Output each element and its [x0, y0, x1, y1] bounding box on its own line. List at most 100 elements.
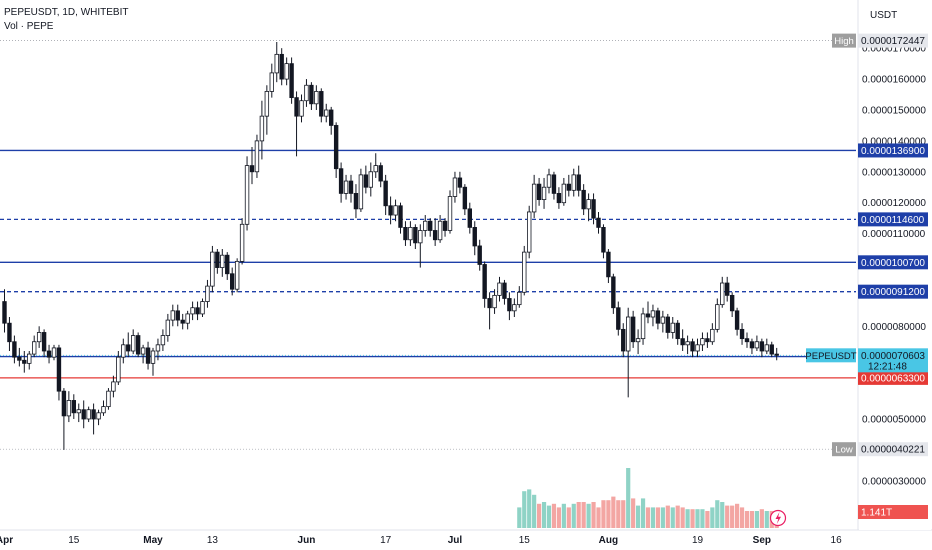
candle — [601, 224, 606, 259]
candle — [566, 174, 571, 197]
volume-bar — [710, 507, 715, 528]
x-tick-label: 13 — [207, 535, 219, 546]
volume-bar — [690, 509, 695, 528]
candle-body — [309, 84, 314, 105]
x-tick-label: Jun — [298, 535, 316, 546]
candle — [363, 165, 369, 194]
candle — [264, 85, 270, 135]
candle-body — [507, 298, 512, 312]
candle — [482, 261, 487, 308]
candle — [304, 79, 309, 107]
candle-body — [611, 276, 616, 309]
candle — [423, 215, 428, 237]
candle-body — [2, 301, 7, 324]
candle-body — [576, 174, 581, 191]
candle-body — [353, 193, 359, 210]
volume-bar — [764, 511, 769, 528]
candle-body — [695, 344, 700, 352]
level-badge-3: 0.0000091200 — [858, 284, 928, 299]
candle-body — [12, 341, 17, 358]
candle — [408, 221, 413, 246]
candle-body — [190, 307, 195, 315]
candle-body — [705, 338, 710, 343]
candle-body — [185, 313, 190, 324]
candle-body — [225, 254, 230, 275]
candle — [254, 134, 260, 178]
candle — [324, 103, 329, 123]
candle — [432, 218, 438, 246]
symbol-legend[interactable]: PEPEUSDT, 1D, WHITEBIT — [4, 7, 129, 18]
volume-bar — [739, 507, 745, 528]
volume-bar — [591, 502, 596, 528]
volume-bar — [695, 509, 700, 528]
candle-body — [254, 140, 260, 173]
candle — [650, 304, 656, 327]
candle-body — [536, 183, 542, 200]
candle — [586, 193, 591, 222]
y-tick-label: 0.0000140000 — [862, 136, 926, 147]
candle-body — [522, 251, 527, 293]
candle-body — [121, 344, 126, 358]
candle-body — [234, 260, 240, 290]
candle-body — [418, 230, 423, 244]
candle-body — [640, 313, 646, 340]
level-badge-0-bg — [858, 143, 928, 158]
candle — [427, 218, 433, 237]
high-tag-text: High — [834, 36, 854, 47]
low-tag-text: Low — [835, 445, 853, 456]
volume-bar — [621, 500, 626, 528]
candle-body — [304, 84, 309, 102]
candle-body — [675, 322, 680, 340]
candle-body — [314, 91, 319, 105]
candle-body — [205, 285, 210, 302]
candle-body — [734, 310, 740, 330]
candle — [333, 122, 339, 178]
candle-body — [541, 186, 547, 200]
candle-body — [447, 196, 453, 231]
candle-body — [76, 409, 81, 414]
candle-body — [274, 53, 279, 74]
level-badge-1-bg — [858, 212, 928, 227]
candle — [561, 177, 567, 206]
level-badge-5-text: 0.0000063300 — [861, 373, 925, 384]
candle-body — [660, 316, 666, 324]
y-tick-label: 0.0000150000 — [862, 105, 926, 116]
candle-body — [328, 109, 334, 126]
candle — [185, 310, 190, 330]
candle — [447, 190, 453, 234]
volume-bar — [650, 507, 656, 528]
candle-body — [655, 310, 661, 324]
level-badge-3-text: 0.0000091200 — [861, 287, 925, 298]
candle-body — [86, 409, 91, 420]
candle-body — [517, 291, 522, 306]
candle-body — [764, 344, 769, 352]
candle — [660, 310, 666, 333]
volume-bar — [576, 502, 581, 528]
volume-bar — [556, 507, 561, 528]
candle-body — [116, 356, 121, 383]
candle — [769, 341, 774, 358]
candle — [289, 57, 294, 104]
volume-legend[interactable]: Vol · PEPE — [4, 21, 54, 32]
candle — [729, 292, 735, 318]
candle-body — [244, 165, 250, 225]
candle-body — [150, 350, 156, 364]
candle-body — [452, 177, 458, 197]
low-value-badge: 0.0000040221 — [858, 442, 928, 457]
price-scale[interactable]: USDT 0.0000170000 0.0000160000 0.0000150000… — [805, 0, 931, 530]
candle — [715, 298, 720, 333]
candle-body — [744, 338, 750, 343]
candle — [234, 258, 240, 293]
volume-bar — [705, 511, 710, 528]
candle-body — [383, 180, 388, 207]
candle-body — [333, 125, 339, 170]
candle-body — [531, 183, 537, 213]
volume-bar — [636, 505, 641, 528]
candle-body — [551, 174, 557, 194]
candle-body — [348, 180, 354, 194]
level-badge-2-text: 0.0000100700 — [861, 258, 925, 269]
lightning-icon[interactable] — [769, 509, 787, 527]
candle-body — [170, 310, 175, 321]
